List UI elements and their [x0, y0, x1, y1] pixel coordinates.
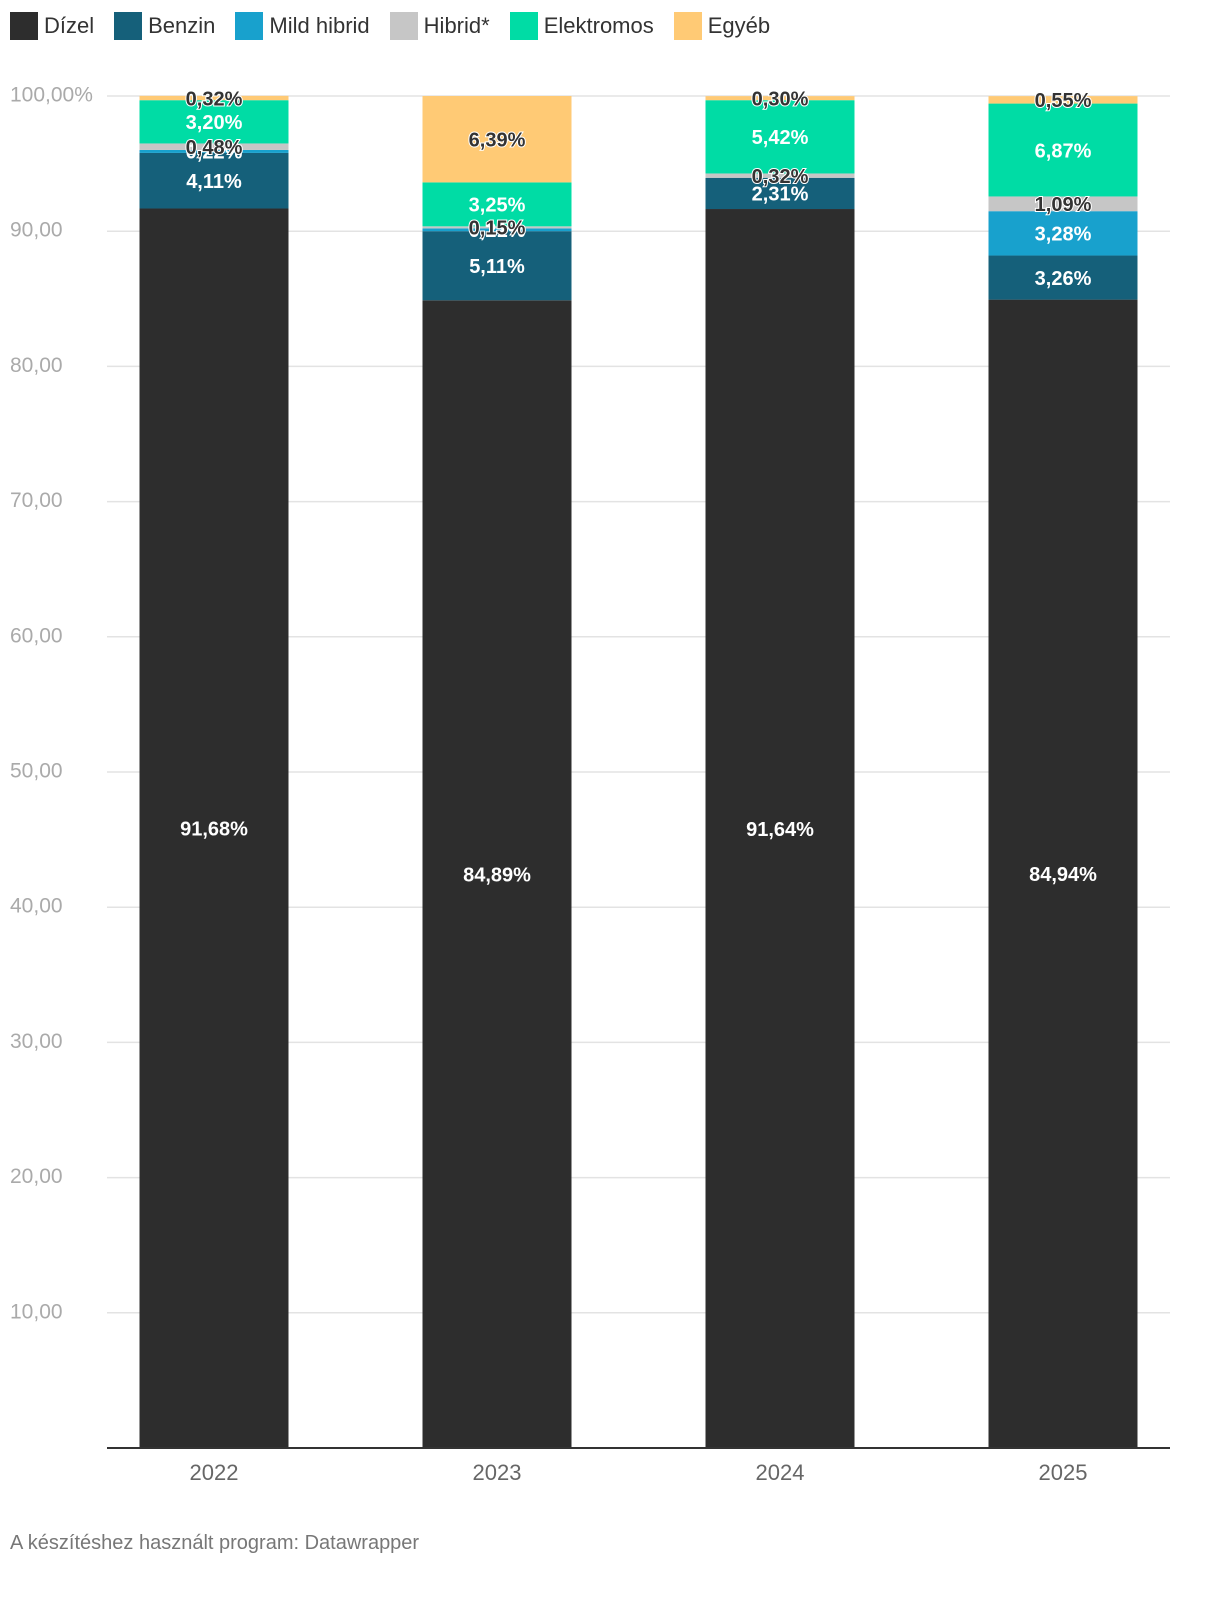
legend-item: Mild hibrid — [235, 12, 370, 40]
value-label: 5,42% — [752, 127, 809, 149]
legend-item: Benzin — [114, 12, 215, 40]
value-label: 0,15% — [469, 218, 526, 240]
bar-segment — [422, 300, 572, 1448]
credit: A készítéshez használt program: Datawrap… — [10, 1532, 420, 1554]
value-label: 5,11% — [469, 256, 525, 278]
legend: Dízel Benzin Mild hibrid Hibrid* Elektromos E… — [10, 12, 770, 40]
value-label: 3,26% — [1035, 268, 1092, 290]
legend-label: Mild hibrid — [269, 13, 370, 38]
x-tick-label: 2024 — [756, 1460, 805, 1485]
bar-segment — [988, 299, 1138, 1448]
value-label: 6,87% — [1035, 140, 1092, 162]
bar-segment — [139, 208, 289, 1448]
bar-segment — [422, 231, 572, 301]
bar-segment — [705, 177, 855, 210]
bar-segment — [422, 226, 572, 229]
value-label: 0,32% — [752, 166, 809, 188]
legend-item: Egyéb — [673, 12, 771, 40]
value-label: 2,31% — [752, 184, 809, 206]
y-tick-label: 20,00 — [10, 1165, 63, 1188]
legend-swatch — [10, 12, 38, 40]
bar-segment — [988, 96, 1138, 104]
y-tick-label: 100,00% — [10, 84, 93, 107]
legend-swatch — [673, 12, 702, 40]
bar-segment — [988, 103, 1138, 197]
y-tick-label: 50,00 — [10, 760, 63, 783]
x-tick-label: 2023 — [473, 1460, 522, 1485]
y-tick-label: 60,00 — [10, 624, 63, 647]
y-tick-label: 90,00 — [10, 219, 63, 242]
bar-segment — [139, 152, 289, 209]
value-label: 91,68% — [180, 819, 248, 841]
value-label: 91,64% — [746, 819, 814, 841]
value-label: 0,55% — [1035, 90, 1092, 112]
value-label: 0,48% — [186, 137, 243, 159]
legend-label: Egyéb — [707, 13, 771, 38]
bar-segment — [988, 255, 1138, 300]
value-label: 6,39% — [469, 129, 526, 151]
value-label: 84,89% — [463, 864, 531, 886]
legend-label: Elektromos — [543, 13, 654, 38]
value-label: 3,28% — [1035, 224, 1092, 246]
legend-swatch — [114, 12, 143, 40]
legend-label: Hibrid* — [423, 13, 490, 38]
legend-label: Dízel — [44, 13, 95, 38]
bar-segment — [705, 100, 855, 174]
bar-segment — [422, 96, 572, 183]
x-tick-label: 2025 — [1039, 1460, 1088, 1485]
value-label: 3,20% — [186, 112, 243, 134]
bar-segment — [422, 182, 572, 227]
value-label: 1,09% — [1035, 194, 1092, 216]
value-label: 0,22% — [186, 142, 243, 164]
y-tick-label: 40,00 — [10, 895, 63, 918]
legend-item: Dízel — [10, 12, 94, 40]
value-label: 0,30% — [752, 88, 809, 110]
value-label: 0,21% — [469, 220, 526, 242]
value-label: 3,25% — [469, 195, 526, 217]
value-label: 84,94% — [1029, 864, 1097, 886]
y-tick-label: 10,00 — [10, 1300, 63, 1323]
bar-segment — [139, 95, 289, 101]
chart: 10,00 20,00 30,00 40,00 50,00 60,00 70,00 80,00… — [10, 84, 1170, 1485]
bar-segment — [705, 209, 855, 1448]
legend-swatch — [389, 12, 418, 40]
value-label: 0,32% — [186, 88, 243, 110]
legend-label: Benzin — [148, 13, 216, 38]
bar-segment — [988, 196, 1138, 212]
bar-segment — [988, 211, 1138, 256]
legend-swatch — [235, 12, 264, 40]
legend-swatch — [509, 12, 538, 40]
legend-item: Elektromos — [509, 12, 654, 40]
legend-item: Hibrid* — [389, 12, 490, 40]
y-tick-label: 70,00 — [10, 489, 63, 512]
bar-segment — [139, 143, 289, 150]
bar-segment — [705, 173, 855, 178]
y-tick-label: 80,00 — [10, 354, 63, 377]
bar-segment — [139, 100, 289, 144]
x-tick-label: 2022 — [190, 1460, 239, 1485]
y-tick-label: 30,00 — [10, 1030, 63, 1053]
bar-segment — [422, 228, 572, 232]
bar-segment — [139, 149, 289, 153]
bar-segment — [705, 96, 855, 101]
value-label: 4,11% — [186, 171, 242, 193]
